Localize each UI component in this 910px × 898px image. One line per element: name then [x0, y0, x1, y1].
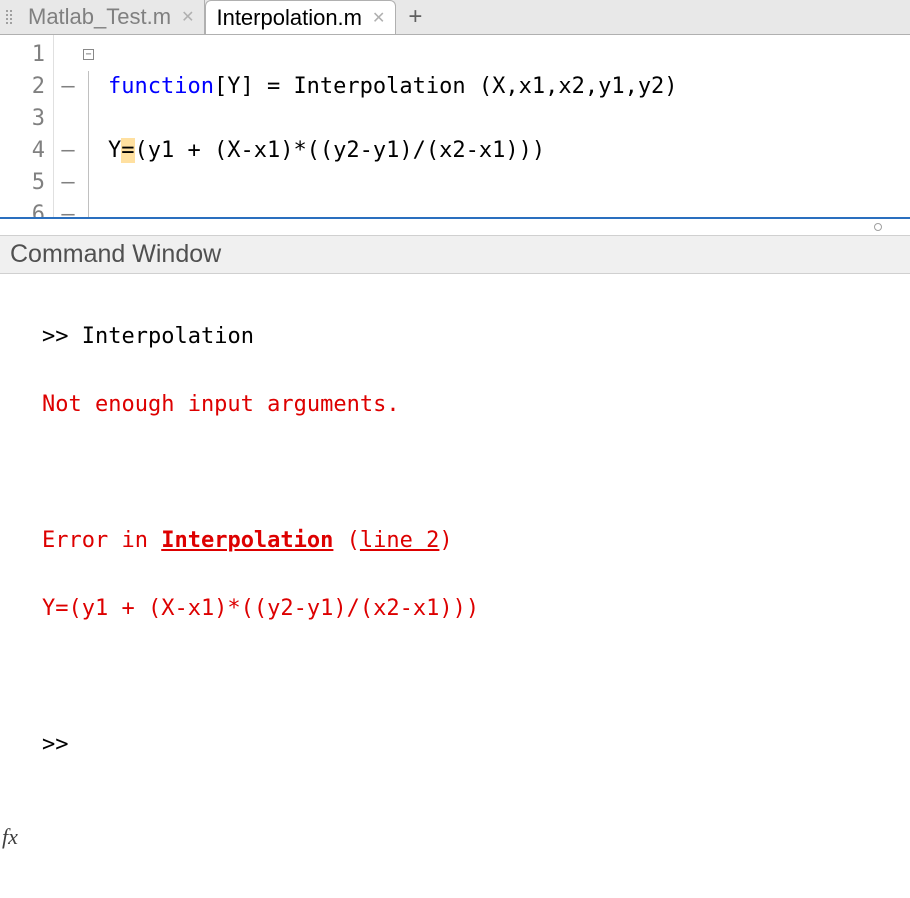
prompt: >>: [42, 732, 82, 757]
line-number: 1: [0, 39, 45, 71]
error-text: Error in Interpolation (line 2): [42, 524, 910, 558]
fx-gutter: fx: [0, 286, 42, 898]
code-line: function[Y] = Interpolation (X,x1,x2,y1,…: [108, 71, 910, 103]
breakpoint-dash[interactable]: [54, 71, 82, 103]
prompt: >>: [42, 324, 82, 349]
line-number: 6: [0, 199, 45, 219]
error-text: Y=(y1 + (X-x1)*((y2-y1)/(x2-x1))): [42, 592, 910, 626]
tab-label: Matlab_Test.m: [28, 4, 171, 30]
command-window[interactable]: fx >> Interpolation Not enough input arg…: [0, 274, 910, 898]
command-text: Interpolation: [82, 324, 254, 349]
error-text: Not enough input arguments.: [42, 388, 910, 422]
add-tab-button[interactable]: +: [396, 0, 434, 34]
fx-icon[interactable]: fx: [2, 824, 18, 850]
fold-minus-icon[interactable]: −: [83, 49, 94, 60]
breakpoint-dash[interactable]: [54, 135, 82, 167]
panel-divider[interactable]: [0, 219, 910, 235]
breakpoint-dash[interactable]: [54, 199, 82, 219]
error-link[interactable]: Interpolation: [161, 528, 333, 553]
close-icon[interactable]: ✕: [181, 7, 194, 27]
line-number: 4: [0, 135, 45, 167]
line-number-gutter: 1 2 3 4 5 6 7 8 9 10 11 12 13 14 15 16: [0, 35, 54, 217]
error-line-link[interactable]: line 2: [360, 528, 439, 553]
command-window-title: Command Window: [0, 235, 910, 274]
code-fold-column[interactable]: −: [82, 35, 100, 217]
tab-interpolation[interactable]: Interpolation.m ✕: [205, 0, 396, 34]
breakpoint-dash[interactable]: [54, 167, 82, 199]
plus-icon: +: [408, 3, 422, 31]
command-output[interactable]: >> Interpolation Not enough input argume…: [42, 286, 910, 898]
line-number: 5: [0, 167, 45, 199]
tab-label: Interpolation.m: [216, 5, 362, 31]
drag-handle[interactable]: [0, 0, 18, 34]
breakpoint-column[interactable]: [54, 35, 82, 217]
code-line: [108, 199, 910, 219]
line-number: 2: [0, 71, 45, 103]
editor-tab-bar: Matlab_Test.m ✕ Interpolation.m ✕ +: [0, 0, 910, 35]
close-icon[interactable]: ✕: [372, 8, 385, 28]
code-area[interactable]: function[Y] = Interpolation (X,x1,x2,y1,…: [100, 35, 910, 217]
code-line: Y=(y1 + (X-x1)*((y2-y1)/(x2-x1))): [108, 135, 910, 167]
matlab-ide-window: Matlab_Test.m ✕ Interpolation.m ✕ + 1 2 …: [0, 0, 910, 898]
line-number: 3: [0, 103, 45, 135]
minimize-icon[interactable]: [874, 223, 882, 231]
code-editor[interactable]: 1 2 3 4 5 6 7 8 9 10 11 12 13 14 15 16: [0, 35, 910, 219]
tab-matlab-test[interactable]: Matlab_Test.m ✕: [18, 0, 205, 34]
